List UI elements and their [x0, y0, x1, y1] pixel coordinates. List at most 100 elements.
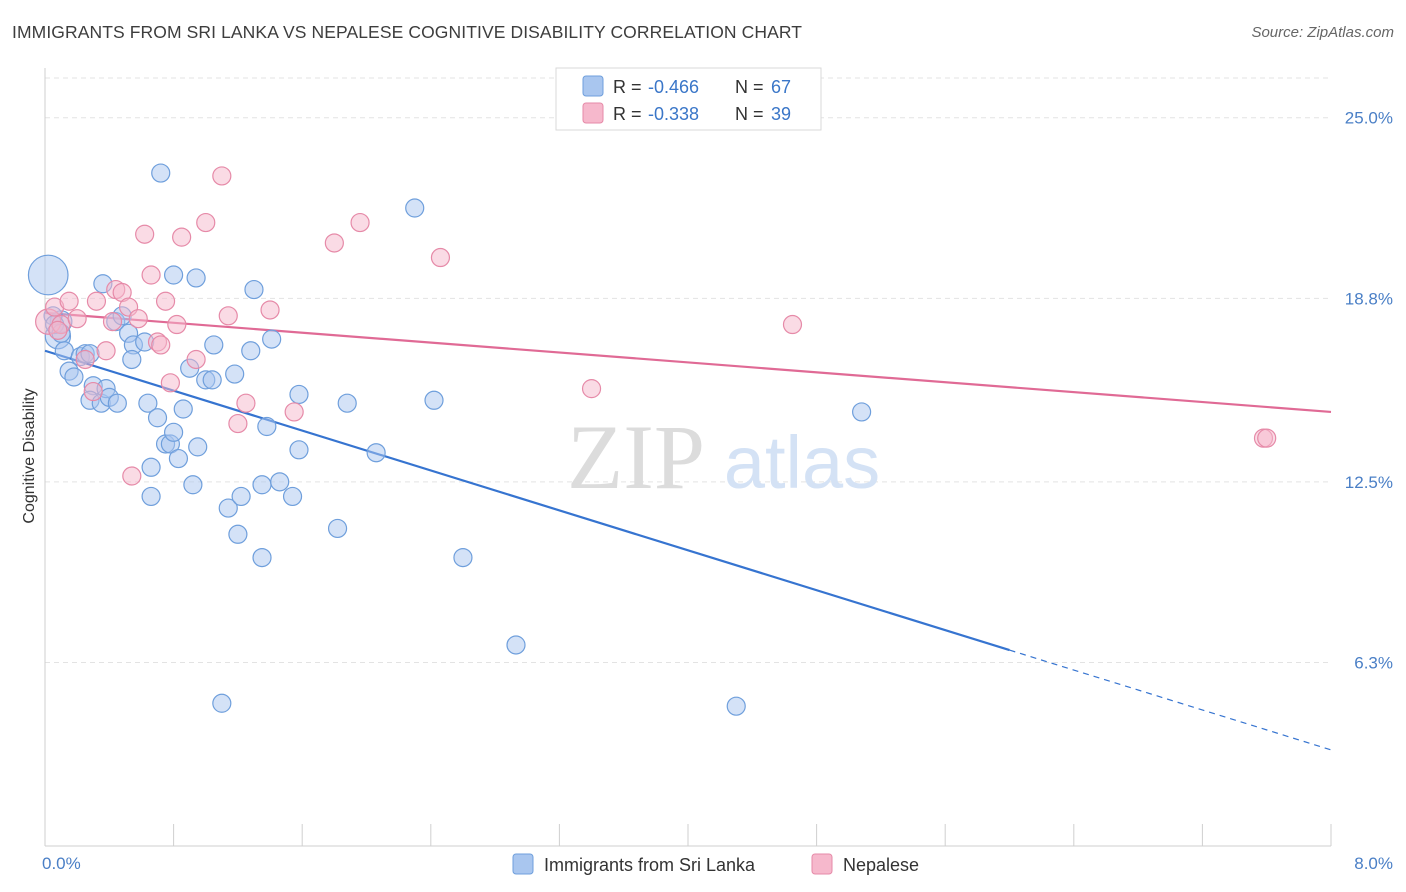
axes [44, 68, 1332, 847]
point-sri-lanka [186, 268, 206, 288]
point-nepalese [284, 402, 304, 422]
point-sri-lanka [852, 402, 872, 422]
point-nepalese [135, 224, 155, 244]
trend-line-sri-lanka-extrapolated [1009, 649, 1332, 751]
point-sri-lanka [151, 163, 171, 183]
point-sri-lanka [54, 341, 74, 361]
point-sri-lanka [141, 486, 161, 507]
point-sri-lanka [202, 370, 222, 390]
point-sri-lanka [289, 384, 309, 405]
y-tick-label: 6.3% [1354, 653, 1393, 672]
point-sri-lanka [218, 498, 238, 518]
point-sri-lanka [241, 341, 261, 361]
point-sri-lanka [188, 437, 208, 457]
point-sri-lanka [366, 443, 386, 463]
point-sri-lanka [252, 475, 272, 495]
point-sri-lanka [27, 254, 69, 296]
x-tick-label: 8.0% [1354, 854, 1393, 873]
point-nepalese [1257, 428, 1277, 448]
legend-r-value-2: -0.338 [648, 104, 699, 124]
point-sri-lanka [147, 408, 168, 428]
point-nepalese [218, 306, 238, 326]
point-nepalese [324, 233, 344, 253]
legend-n-label-2: N = [735, 104, 764, 124]
point-nepalese [122, 466, 142, 486]
point-sri-lanka [506, 635, 526, 655]
point-nepalese [67, 309, 87, 329]
point-sri-lanka [228, 524, 248, 544]
point-sri-lanka [168, 448, 189, 469]
point-sri-lanka [173, 399, 193, 419]
point-sri-lanka [262, 329, 282, 349]
legend-swatch-nepalese [582, 102, 604, 124]
point-sri-lanka [164, 265, 184, 285]
point-sri-lanka [107, 393, 127, 413]
series-legend-swatch-sri-lanka [512, 853, 534, 875]
y-axis-label: Cognitive Disability [21, 388, 38, 523]
point-sri-lanka [141, 457, 161, 477]
point-sri-lanka [726, 696, 746, 716]
point-nepalese [48, 320, 68, 340]
legend-swatch-sri-lanka [582, 75, 604, 97]
point-sri-lanka [122, 349, 142, 370]
trend-lines [44, 311, 1332, 751]
point-nepalese [236, 393, 256, 413]
legend-r-label-2: R = [613, 104, 642, 124]
y-tick-label: 12.5% [1345, 473, 1393, 492]
point-sri-lanka [225, 364, 245, 384]
legend-r-label-1: R = [613, 77, 642, 97]
stats-legend: R = -0.466 N = 67 R = -0.338 N = 39 [555, 67, 822, 131]
point-sri-lanka [424, 390, 444, 410]
y-tick-label: 18.8% [1345, 289, 1393, 308]
y-tick-labels: 6.3% 12.5% 18.8% 25.0% [1345, 109, 1393, 673]
point-nepalese [86, 291, 107, 311]
y-tick-label: 25.0% [1345, 109, 1393, 128]
point-sri-lanka [289, 440, 309, 460]
legend-n-value-1: 67 [771, 77, 791, 97]
watermark-zip: ZIP [567, 406, 705, 508]
point-nepalese [172, 227, 192, 247]
series-legend-swatch-nepalese [811, 853, 833, 875]
series-legend: Immigrants from Sri Lanka Nepalese [512, 853, 919, 875]
point-nepalese [782, 314, 803, 335]
series-legend-label-sri-lanka: Immigrants from Sri Lanka [544, 855, 756, 875]
data-points [27, 163, 1277, 716]
point-nepalese [228, 413, 248, 434]
point-nepalese [141, 265, 161, 285]
point-nepalese [83, 381, 103, 402]
point-sri-lanka [270, 472, 290, 492]
source-credit: Source: ZipAtlas.com [1251, 24, 1394, 41]
chart-title: IMMIGRANTS FROM SRI LANKA VS NEPALESE CO… [12, 22, 803, 42]
legend-n-label-1: N = [735, 77, 764, 97]
point-nepalese [160, 373, 180, 393]
point-nepalese [186, 349, 206, 370]
point-sri-lanka [64, 367, 84, 387]
point-nepalese [260, 300, 280, 320]
point-nepalese [350, 212, 370, 233]
series-legend-label-nepalese: Nepalese [843, 855, 919, 875]
legend-r-value-1: -0.466 [648, 77, 699, 97]
point-sri-lanka [453, 547, 473, 568]
watermark-atlas: atlas [724, 421, 880, 504]
point-nepalese [430, 247, 451, 268]
point-sri-lanka [212, 693, 232, 713]
legend-n-value-2: 39 [771, 104, 791, 124]
point-sri-lanka [405, 198, 425, 218]
point-nepalese [155, 291, 176, 311]
point-nepalese [212, 166, 232, 186]
x-tick-label: 0.0% [42, 854, 81, 873]
point-sri-lanka [204, 335, 224, 355]
point-sri-lanka [337, 393, 357, 413]
point-sri-lanka [138, 393, 158, 413]
point-nepalese [196, 212, 216, 233]
point-nepalese [128, 309, 148, 329]
point-nepalese [167, 314, 187, 335]
point-nepalese [581, 379, 602, 399]
x-tick-labels: 0.0% 8.0% [42, 854, 1393, 873]
point-sri-lanka [244, 279, 264, 300]
point-sri-lanka [164, 422, 184, 442]
point-sri-lanka [257, 416, 277, 437]
trend-line-sri-lanka [44, 349, 1010, 652]
point-sri-lanka [183, 475, 203, 495]
